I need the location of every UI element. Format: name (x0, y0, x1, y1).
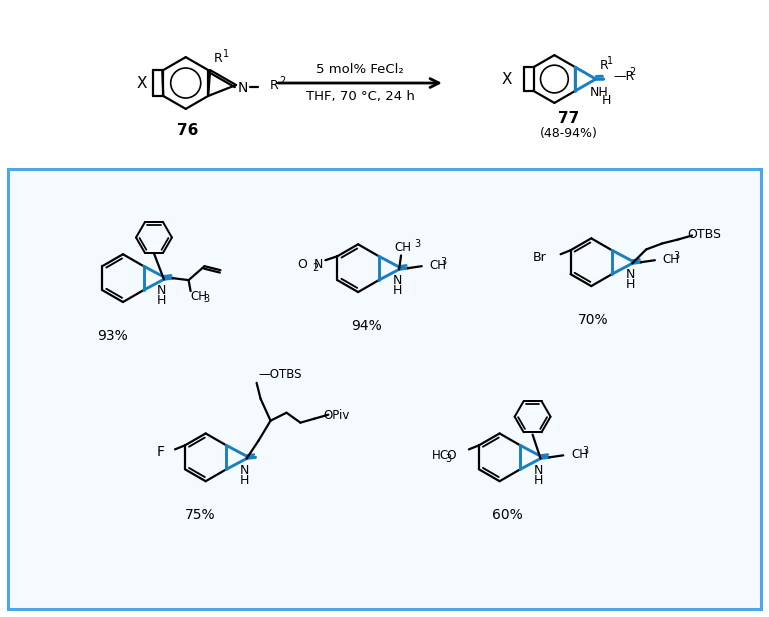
Text: H: H (601, 94, 611, 107)
Text: H: H (625, 278, 635, 291)
Text: 3: 3 (582, 446, 588, 457)
Text: —R: —R (614, 70, 634, 83)
Text: O: O (298, 258, 308, 271)
Text: N: N (392, 275, 401, 288)
Text: NH: NH (590, 86, 609, 99)
Text: 77: 77 (558, 111, 579, 126)
Text: CH: CH (430, 259, 447, 271)
Text: 2: 2 (312, 263, 318, 273)
Text: F: F (157, 445, 165, 459)
Text: N: N (238, 81, 248, 95)
Text: H: H (534, 473, 543, 487)
Text: R: R (270, 78, 278, 91)
Text: CO: CO (439, 449, 457, 462)
Text: N: N (625, 268, 635, 281)
Text: X: X (501, 72, 511, 86)
Text: H: H (432, 449, 441, 462)
Text: 75%: 75% (185, 508, 216, 522)
Text: OPiv: OPiv (323, 409, 349, 422)
Text: X: X (137, 75, 148, 91)
Text: 1: 1 (223, 49, 229, 59)
Text: 1: 1 (608, 56, 614, 67)
Text: H: H (157, 294, 167, 307)
Text: R: R (599, 59, 608, 72)
Text: 3: 3 (674, 251, 680, 261)
FancyBboxPatch shape (8, 168, 761, 608)
Text: N: N (314, 258, 324, 271)
Text: THF, 70 °C, 24 h: THF, 70 °C, 24 h (305, 91, 414, 104)
Text: 93%: 93% (98, 329, 128, 343)
Text: (48-94%): (48-94%) (539, 127, 598, 140)
Text: 76: 76 (177, 123, 198, 138)
Text: 3: 3 (445, 454, 451, 465)
Text: H: H (392, 284, 401, 297)
Text: 2: 2 (630, 67, 636, 77)
Text: 70%: 70% (578, 313, 608, 327)
Text: N: N (534, 463, 543, 476)
Text: 2: 2 (279, 76, 285, 86)
Text: 94%: 94% (351, 319, 381, 333)
Text: 5 mol% FeCl₂: 5 mol% FeCl₂ (316, 62, 404, 76)
Text: R: R (214, 52, 223, 65)
Text: CH: CH (571, 448, 588, 461)
Text: 3: 3 (441, 257, 447, 267)
Text: 60%: 60% (492, 508, 523, 522)
Text: CH: CH (394, 241, 411, 254)
Text: CH: CH (663, 253, 680, 266)
Text: 3: 3 (414, 239, 420, 249)
Text: H: H (240, 473, 249, 487)
Text: CH: CH (191, 289, 208, 302)
Text: —OTBS: —OTBS (258, 368, 302, 381)
Text: N: N (240, 463, 249, 476)
Text: 3: 3 (204, 294, 210, 304)
Text: N: N (157, 284, 167, 297)
Text: Br: Br (533, 251, 547, 263)
Text: OTBS: OTBS (687, 228, 721, 241)
